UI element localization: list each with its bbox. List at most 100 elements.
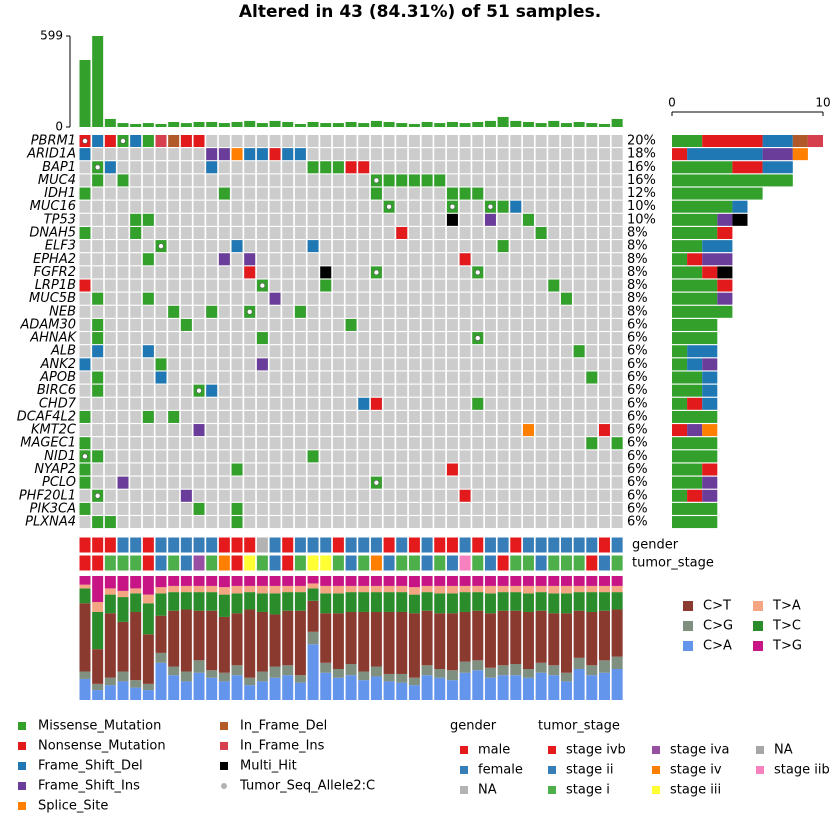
cell-bg [193,305,205,318]
titv-segment [92,649,104,684]
cell-bg [269,345,281,358]
cell-bg [92,305,104,318]
titv-segment [142,576,154,595]
titv-segment [522,677,534,700]
cell-bg [535,463,547,476]
cell-bg [320,213,332,226]
cell-bg [269,318,281,331]
cell-bg [231,187,243,200]
cell-bg [598,345,610,358]
titv-segment [548,576,560,586]
cell-bg [383,161,395,174]
cell-bg [396,371,408,384]
cell-bg [193,345,205,358]
legend-title: tumor_stage [538,719,620,734]
annotation-cell [244,555,256,571]
mutation-cell [79,358,91,371]
cell-bg [269,424,281,437]
cell-bg [294,253,306,266]
cell-bg [522,292,534,305]
annotation-cell [142,555,154,571]
cell-bg [370,450,382,463]
cell-bg [383,397,395,410]
titv-segment [434,677,446,700]
cell-bg [598,174,610,187]
cell-bg [244,358,256,371]
cell-bg [472,213,484,226]
cell-bg [193,516,205,529]
cell-bg [459,371,471,384]
cell-bg [206,476,218,489]
cell-bg [218,161,230,174]
cell-bg [522,240,534,253]
cell-bg [320,226,332,239]
cell-bg [256,450,268,463]
cell-bg [459,332,471,345]
cell-bg [168,279,180,292]
allele-dot [120,138,126,144]
cell-bg [92,424,104,437]
cell-bg [396,437,408,450]
mutation-cell [370,397,382,410]
cell-bg [535,174,547,187]
titv-segment [269,677,281,700]
cell-bg [130,187,142,200]
cell-bg [383,502,395,515]
gene-bar [702,135,763,147]
cell-bg [282,450,294,463]
cell-bg [256,174,268,187]
annotation-cell [206,537,218,553]
legend-swatch [753,621,763,631]
cell-bg [421,213,433,226]
legend-swatch [652,786,660,794]
cell-bg [142,502,154,515]
percent-label: 12% [627,186,656,201]
titv-segment [218,594,230,617]
cell-bg [282,345,294,358]
cell-bg [256,410,268,423]
cell-bg [79,371,91,384]
cell-bg [282,489,294,502]
cell-bg [548,384,560,397]
titv-segment [484,576,496,586]
cell-bg [117,240,129,253]
cell-bg [408,424,420,437]
cell-bg [320,135,332,147]
cell-bg [168,200,180,213]
cell-bg [510,384,522,397]
cell-bg [320,358,332,371]
titv-segment [370,676,382,700]
cell-bg [180,240,192,253]
titv-segment [130,588,142,594]
cell-bg [130,371,142,384]
cell-bg [383,410,395,423]
cell-bg [586,516,598,529]
mutation-cell [459,489,471,502]
cell-bg [79,345,91,358]
cell-bg [206,463,218,476]
cell-bg [383,213,395,226]
cell-bg [459,502,471,515]
titv-segment [522,585,534,594]
titv-segment [332,576,344,586]
cell-bg [446,516,458,529]
annotation-cell [484,537,496,553]
cell-bg [573,450,585,463]
cell-bg [522,397,534,410]
legend-label: stage ii [566,763,613,778]
cell-bg [168,345,180,358]
cell-bg [155,318,167,331]
annotation-cell [396,537,408,553]
cell-bg [218,174,230,187]
sample-bar [522,121,534,127]
cell-bg [497,305,509,318]
cell-bg [497,463,509,476]
annotation-cell [510,555,522,571]
mutation-cell [206,161,218,174]
cell-bg [573,318,585,331]
titv-segment [396,682,408,700]
cell-bg [434,410,446,423]
cell-bg [332,292,344,305]
cell-bg [345,135,357,147]
cell-bg [598,266,610,279]
